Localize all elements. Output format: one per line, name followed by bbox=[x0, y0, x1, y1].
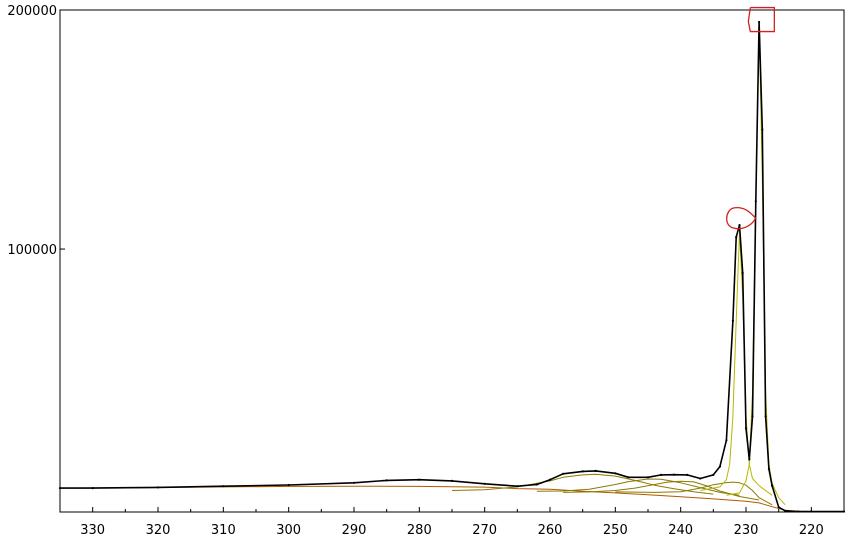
x-tick-label: 280 bbox=[407, 523, 432, 538]
data-point bbox=[758, 20, 761, 24]
x-tick-label: 330 bbox=[80, 523, 105, 538]
x-tick-label: 320 bbox=[146, 523, 171, 538]
x-tick-label: 250 bbox=[603, 523, 628, 538]
data-point bbox=[483, 482, 486, 485]
y-axis: 100000 200000 bbox=[7, 4, 65, 258]
data-point bbox=[744, 427, 748, 430]
plot-area bbox=[59, 9, 845, 513]
x-tick-label: 220 bbox=[799, 523, 824, 538]
data-point bbox=[627, 476, 630, 479]
data-point bbox=[660, 473, 663, 476]
annotation-group bbox=[726, 6, 775, 230]
data-point bbox=[614, 472, 617, 475]
data-point bbox=[222, 485, 225, 488]
data-point bbox=[784, 509, 787, 512]
data-point bbox=[712, 473, 715, 476]
x-tick-label: 270 bbox=[472, 523, 497, 538]
data-point bbox=[718, 465, 722, 468]
data-point bbox=[91, 487, 94, 490]
y-tick-label: 100000 bbox=[7, 243, 57, 258]
data-point bbox=[725, 439, 728, 442]
data-point bbox=[58, 487, 62, 490]
series-measured bbox=[60, 21, 844, 513]
data-point bbox=[450, 479, 454, 482]
x-tick-label: 260 bbox=[538, 523, 563, 538]
data-point bbox=[735, 236, 738, 239]
data-point bbox=[287, 483, 290, 487]
data-point bbox=[754, 200, 757, 203]
data-point bbox=[797, 510, 800, 513]
data-point bbox=[741, 271, 744, 275]
data-point bbox=[751, 415, 754, 418]
data-point bbox=[764, 415, 767, 418]
data-point bbox=[748, 458, 751, 461]
annotation-box bbox=[747, 6, 775, 33]
data-point bbox=[767, 467, 771, 471]
data-point bbox=[673, 473, 676, 476]
x-tick-label: 300 bbox=[276, 523, 301, 538]
x-tick-label: 240 bbox=[668, 523, 693, 538]
x-tick-label: 310 bbox=[211, 523, 236, 538]
data-point bbox=[418, 478, 421, 481]
data-point bbox=[156, 486, 160, 489]
annotation-circle bbox=[726, 207, 757, 230]
series-component-c bbox=[563, 480, 760, 501]
data-point bbox=[535, 483, 539, 486]
data-point bbox=[686, 473, 689, 476]
data-point bbox=[385, 479, 388, 482]
x-tick-label: 290 bbox=[342, 523, 367, 538]
series-component-d bbox=[615, 481, 773, 506]
data-point bbox=[548, 478, 552, 481]
data-point bbox=[646, 476, 650, 479]
data-point bbox=[352, 481, 356, 484]
data-point bbox=[581, 470, 584, 473]
x-tick-label: 230 bbox=[734, 523, 759, 538]
data-point bbox=[562, 472, 565, 475]
data-point bbox=[771, 484, 774, 487]
data-point bbox=[761, 128, 764, 131]
y-tick-label: 200000 bbox=[7, 4, 57, 19]
data-point bbox=[738, 224, 741, 227]
data-point bbox=[594, 469, 597, 472]
data-point bbox=[516, 485, 519, 488]
data-point bbox=[777, 506, 780, 509]
data-point bbox=[731, 319, 735, 322]
series-group bbox=[58, 20, 846, 513]
x-axis: 330 320 310 300 290 280 270 260 250 240 230 220 bbox=[59, 507, 845, 538]
data-point bbox=[699, 477, 702, 480]
